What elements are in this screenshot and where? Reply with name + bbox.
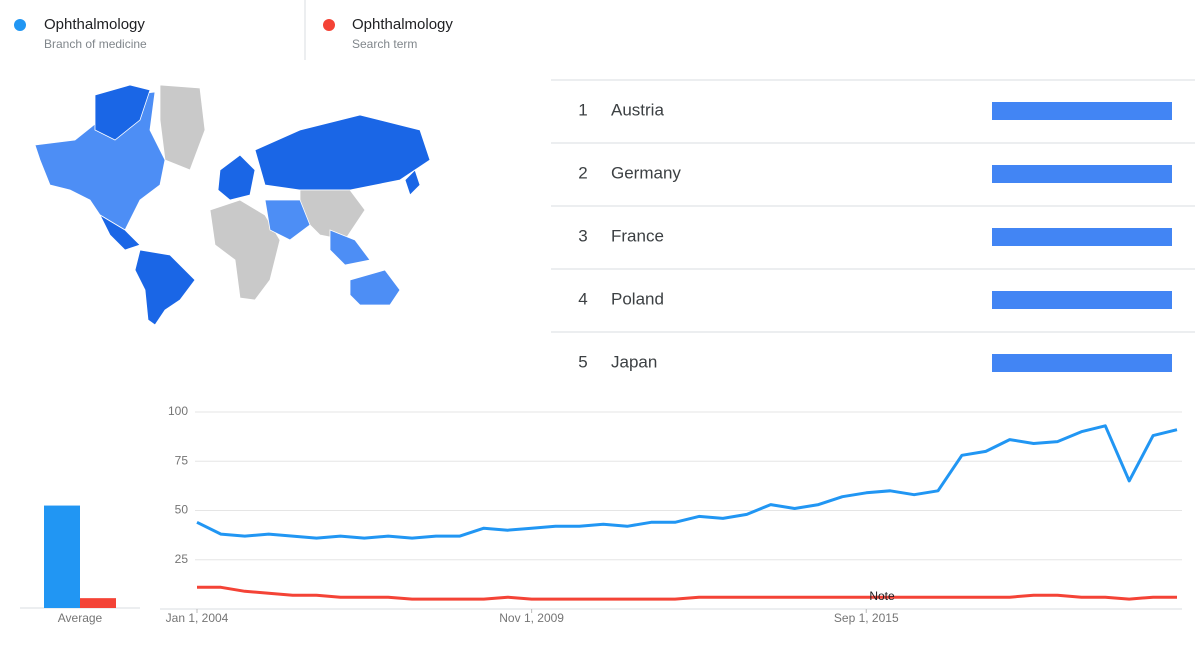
rank: 2: [578, 163, 587, 182]
region-bar: [992, 228, 1172, 246]
series-line: [197, 585, 1177, 601]
bar: [44, 505, 80, 608]
rank: 1: [578, 100, 587, 119]
x-tick-label: Sep 1, 2015: [834, 611, 899, 625]
legend-subtitle: Search term: [352, 37, 417, 51]
region-bar: [992, 354, 1172, 372]
annotation[interactable]: Note: [869, 589, 895, 603]
legend-name[interactable]: Ophthalmology: [44, 16, 145, 33]
y-tick-label: 75: [175, 453, 189, 467]
y-tick-label: 25: [175, 552, 189, 566]
rank: 3: [578, 226, 587, 245]
rank: 4: [578, 289, 587, 308]
legend-dot: [323, 19, 335, 31]
region-bar: [992, 102, 1172, 120]
region-name[interactable]: Poland: [611, 289, 664, 308]
region-name[interactable]: Germany: [611, 163, 681, 182]
region-name[interactable]: France: [611, 226, 664, 245]
region-bar: [992, 165, 1172, 183]
legend-name[interactable]: Ophthalmology: [352, 16, 453, 33]
y-tick-label: 50: [175, 503, 189, 517]
region-bar: [992, 291, 1172, 309]
x-tick-label: Average: [58, 611, 103, 625]
y-tick-label: 100: [168, 404, 188, 418]
series-line: [196, 424, 1178, 540]
world-map: [34, 84, 431, 326]
region-name[interactable]: Japan: [611, 352, 657, 371]
bar: [80, 598, 116, 608]
x-tick-label: Nov 1, 2009: [499, 611, 564, 625]
legend-subtitle: Branch of medicine: [44, 37, 147, 51]
region-name[interactable]: Austria: [611, 100, 664, 119]
rank: 5: [578, 352, 587, 371]
x-tick-label: Jan 1, 2004: [166, 611, 229, 625]
legend-dot: [14, 19, 26, 31]
